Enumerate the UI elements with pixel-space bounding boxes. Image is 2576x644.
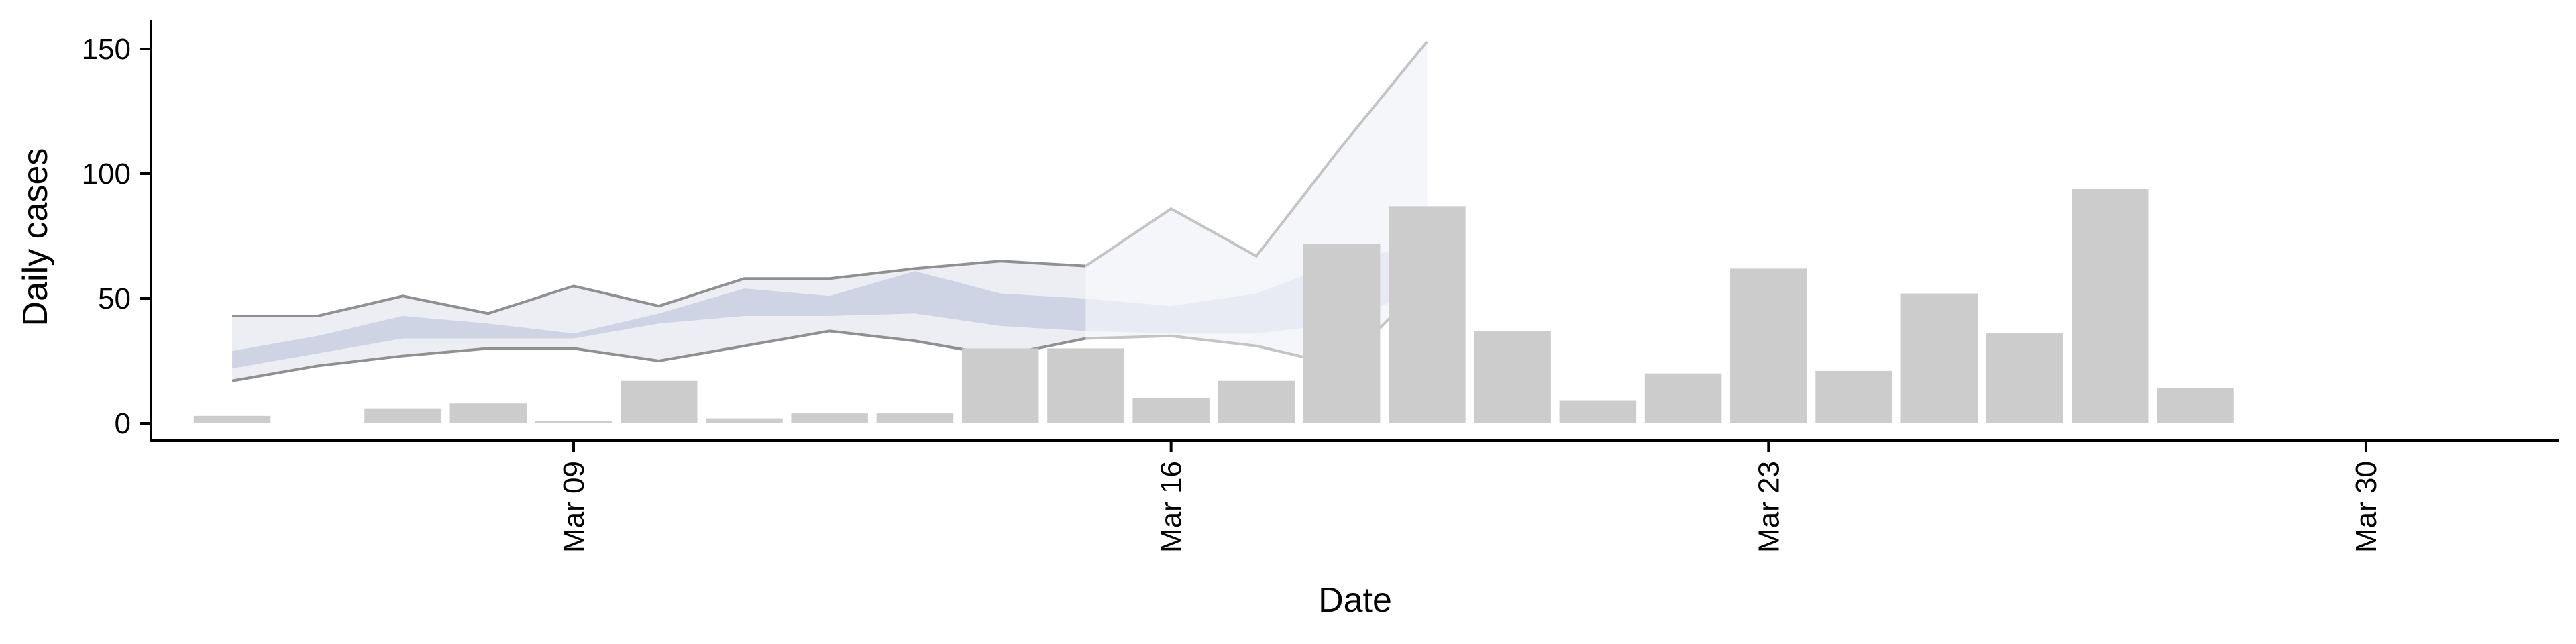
band-lower-line-0 bbox=[231, 329, 1086, 382]
bar-2020-03-07 bbox=[364, 408, 441, 423]
axes bbox=[150, 20, 2559, 442]
y-axis-ticks: 0 50 100 150 bbox=[82, 33, 151, 440]
y-tick-label-100: 100 bbox=[82, 158, 131, 191]
bar-2020-03-27 bbox=[2071, 189, 2149, 423]
bar-2020-03-09 bbox=[535, 421, 612, 423]
bar-2020-03-18 bbox=[1303, 244, 1381, 423]
bar-2020-03-22 bbox=[1644, 373, 1722, 423]
y-axis-title: Daily cases bbox=[16, 148, 55, 327]
bar-2020-03-10 bbox=[620, 380, 698, 423]
bar-2020-03-11 bbox=[706, 418, 783, 423]
bar-2020-03-05 bbox=[193, 415, 271, 423]
x-axis-ticks: Mar 09 Mar 16 Mar 23 Mar 30 bbox=[557, 441, 2383, 553]
band-upper-line-0 bbox=[232, 260, 1086, 318]
y-tick-label-150: 150 bbox=[82, 33, 131, 66]
bar-2020-03-12 bbox=[791, 413, 868, 423]
y-tick-label-0: 0 bbox=[115, 407, 131, 440]
bar-2020-03-19 bbox=[1389, 206, 1466, 423]
bar-2020-03-15 bbox=[1047, 348, 1124, 423]
x-tick-label-3: Mar 30 bbox=[2350, 461, 2383, 553]
bar-2020-03-24 bbox=[1815, 370, 1892, 423]
estimate-band-2 bbox=[232, 271, 1086, 369]
daily-case-bars bbox=[193, 189, 2234, 423]
bar-2020-03-28 bbox=[2157, 388, 2234, 423]
estimate-bands bbox=[231, 40, 1428, 382]
bar-2020-03-08 bbox=[449, 403, 527, 423]
bar-2020-03-21 bbox=[1559, 400, 1637, 423]
bar-2020-03-20 bbox=[1474, 331, 1551, 423]
y-tick-label-50: 50 bbox=[98, 282, 131, 315]
x-tick-label-2: Mar 23 bbox=[1752, 461, 1785, 553]
bar-2020-03-13 bbox=[876, 413, 954, 423]
bar-2020-03-14 bbox=[961, 348, 1039, 423]
band-upper-line-1 bbox=[1085, 40, 1428, 268]
x-tick-label-0: Mar 09 bbox=[557, 461, 590, 553]
x-tick-label-1: Mar 16 bbox=[1155, 461, 1188, 553]
x-axis-title: Date bbox=[1318, 581, 1392, 620]
bar-2020-03-26 bbox=[1986, 333, 2063, 423]
bar-2020-03-17 bbox=[1218, 380, 1295, 423]
bar-2020-03-23 bbox=[1730, 268, 1807, 423]
bar-2020-03-25 bbox=[1900, 293, 1978, 423]
bar-2020-03-16 bbox=[1132, 398, 1210, 423]
